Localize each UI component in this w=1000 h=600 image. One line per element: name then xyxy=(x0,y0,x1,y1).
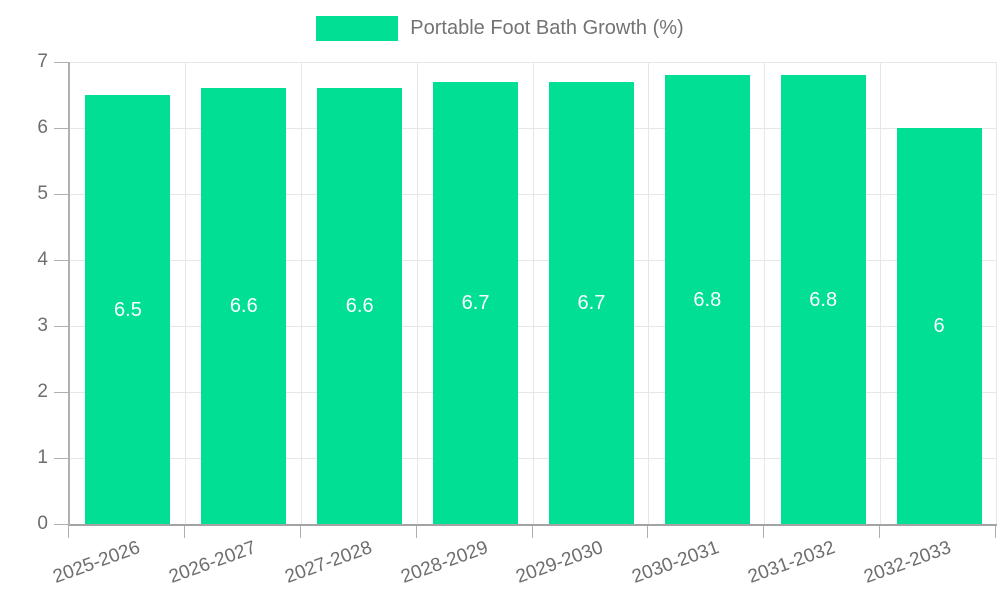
bar-value-label: 6.6 xyxy=(229,295,258,318)
gridline-horizontal xyxy=(70,260,997,261)
y-axis-tick xyxy=(54,326,68,327)
bar[interactable]: 6.6 xyxy=(201,88,287,524)
bar-value-label: 6.7 xyxy=(577,291,606,314)
gridline-vertical xyxy=(996,62,997,524)
bar-value-label: 6.5 xyxy=(114,298,142,321)
y-axis-tick-label: 6 xyxy=(37,117,48,138)
bar[interactable]: 6.5 xyxy=(85,95,171,524)
y-axis-tick-label: 5 xyxy=(37,183,48,204)
bar-value-label: 6 xyxy=(933,315,945,337)
plot-area: 6.5 6.6 6.6 6.7 6.7 6.8 6.8 6 xyxy=(68,62,997,526)
bar[interactable]: 6 xyxy=(896,128,982,524)
x-axis-tick xyxy=(183,526,185,538)
y-axis-tick-label: 1 xyxy=(37,447,48,468)
legend[interactable]: Portable Foot Bath Growth (%) xyxy=(0,16,1000,41)
gridline-vertical xyxy=(184,62,186,524)
y-axis-tick-label: 3 xyxy=(37,315,48,336)
bar-value-label: 6.6 xyxy=(345,295,374,318)
bar-value-label: 6.7 xyxy=(461,291,490,314)
gridline-horizontal xyxy=(70,326,997,327)
gridline-vertical xyxy=(532,62,534,524)
x-axis-tick xyxy=(68,526,69,538)
x-axis-tick xyxy=(995,526,996,538)
y-axis-tick xyxy=(54,392,68,393)
gridline-horizontal xyxy=(70,194,997,195)
bar[interactable]: 6.7 xyxy=(548,81,634,524)
x-axis-tick xyxy=(763,526,765,538)
gridline-horizontal xyxy=(70,392,997,393)
x-axis-tick xyxy=(415,526,417,538)
gridline-horizontal xyxy=(70,128,997,129)
y-axis-tick xyxy=(54,128,68,129)
y-axis-tick-label: 2 xyxy=(37,381,48,402)
x-axis-tick xyxy=(531,526,533,538)
y-axis-tick xyxy=(54,62,68,63)
bar-value-label: 6.8 xyxy=(693,288,722,311)
bar[interactable]: 6.6 xyxy=(317,88,403,524)
y-axis-tick-label: 4 xyxy=(37,249,48,270)
y-axis-tick xyxy=(54,260,68,261)
y-axis-tick xyxy=(54,524,68,525)
gridline-horizontal xyxy=(70,62,997,63)
bar[interactable]: 6.7 xyxy=(433,81,519,524)
legend-label: Portable Foot Bath Growth (%) xyxy=(410,17,684,39)
y-axis-tick-label: 7 xyxy=(37,51,48,72)
y-axis-tick-label: 0 xyxy=(37,513,48,534)
gridline-vertical xyxy=(764,62,766,524)
y-axis-tick xyxy=(54,194,68,195)
legend-swatch xyxy=(316,16,399,41)
gridline-horizontal xyxy=(70,458,997,459)
x-axis-tick xyxy=(299,526,301,538)
gridline-vertical xyxy=(416,62,418,524)
bar-value-label: 6.8 xyxy=(809,288,838,311)
bar[interactable]: 6.8 xyxy=(664,75,750,524)
x-axis-tick xyxy=(879,526,881,538)
gridline-vertical xyxy=(300,62,302,524)
bar[interactable]: 6.8 xyxy=(780,75,866,524)
y-axis-tick xyxy=(54,458,68,459)
x-axis-tick xyxy=(647,526,649,538)
gridline-vertical xyxy=(648,62,650,524)
gridline-vertical xyxy=(880,62,882,524)
